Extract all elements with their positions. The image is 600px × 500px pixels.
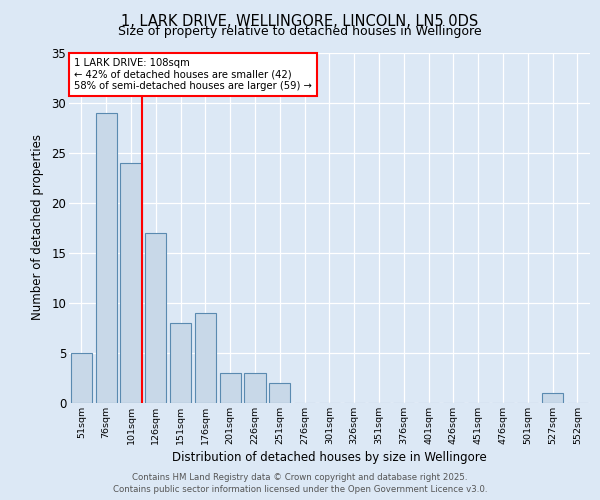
Bar xyxy=(542,392,563,402)
Text: 1 LARK DRIVE: 108sqm
← 42% of detached houses are smaller (42)
58% of semi-detac: 1 LARK DRIVE: 108sqm ← 42% of detached h… xyxy=(74,58,312,91)
Text: Contains HM Land Registry data © Crown copyright and database right 2025.
Contai: Contains HM Land Registry data © Crown c… xyxy=(113,472,487,494)
Bar xyxy=(95,112,117,403)
Bar xyxy=(269,382,290,402)
Bar xyxy=(195,312,216,402)
Bar xyxy=(121,162,142,402)
Y-axis label: Number of detached properties: Number of detached properties xyxy=(31,134,44,320)
Bar xyxy=(71,352,92,403)
Bar xyxy=(145,232,166,402)
Text: Size of property relative to detached houses in Wellingore: Size of property relative to detached ho… xyxy=(118,25,482,38)
Bar xyxy=(170,322,191,402)
Bar xyxy=(244,372,266,402)
Bar xyxy=(220,372,241,402)
Text: 1, LARK DRIVE, WELLINGORE, LINCOLN, LN5 0DS: 1, LARK DRIVE, WELLINGORE, LINCOLN, LN5 … xyxy=(121,14,479,29)
X-axis label: Distribution of detached houses by size in Wellingore: Distribution of detached houses by size … xyxy=(172,450,487,464)
